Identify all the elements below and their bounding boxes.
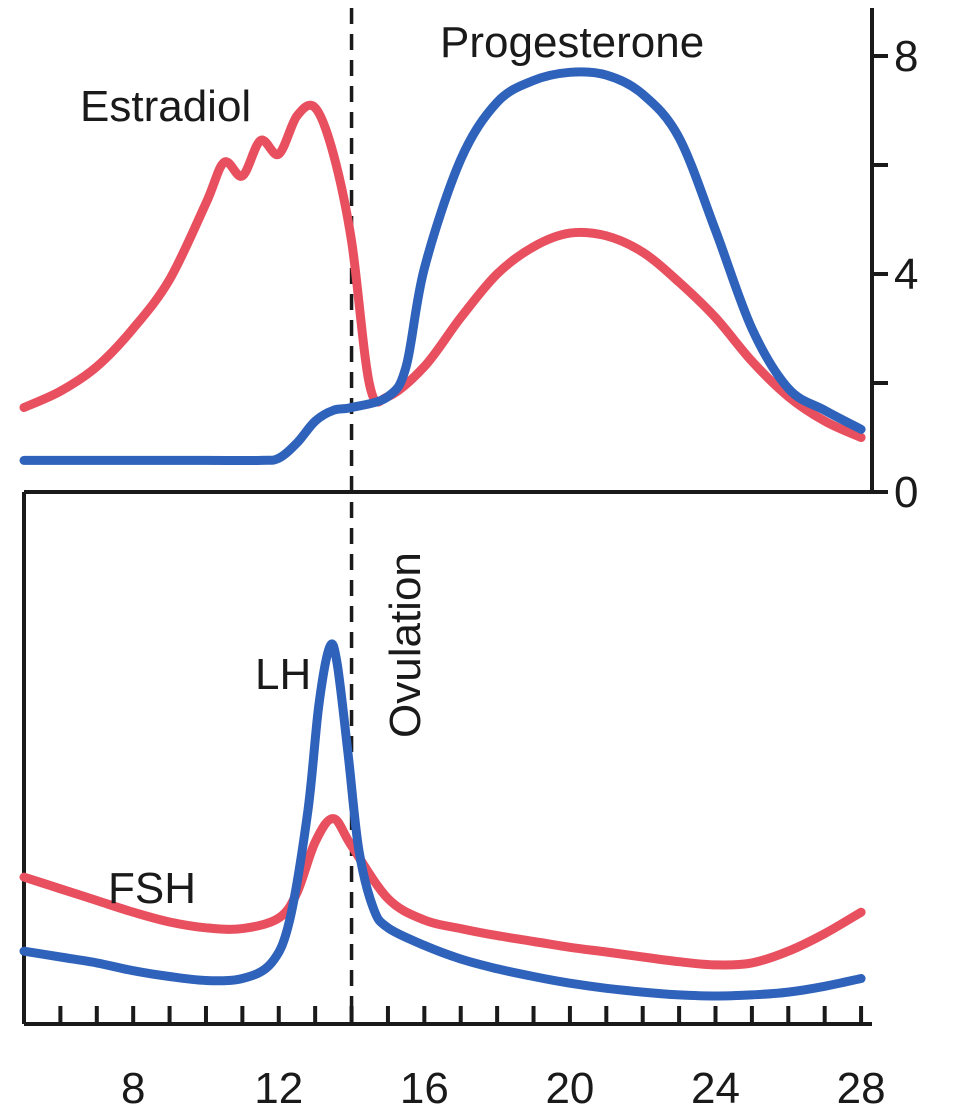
y-tick-label: 0 [894,468,918,517]
labels-layer: 0 4 8 8 12 16 20 24 28 Estradiol Progesterone FSH LH… [80,18,918,1113]
fsh-curve [19,814,866,970]
y-tick-label: 8 [894,32,918,81]
x-tick-label: 20 [545,1064,594,1113]
fsh-label: FSH [108,864,196,913]
progesterone-label: Progesterone [440,18,704,67]
y-tick-label: 4 [894,250,918,299]
x-tick-label: 16 [400,1064,449,1113]
lh-label: LH [255,650,311,699]
estradiol-label: Estradiol [80,82,251,131]
progesterone-curve [19,67,866,466]
ovulation-label: Ovulation [381,552,430,738]
lh-curve [19,639,866,1001]
x-tick-label: 8 [121,1064,145,1113]
curves-layer [19,67,866,1001]
estradiol-curve [19,100,866,442]
x-tick-label: 24 [691,1064,740,1113]
axes-layer [22,8,888,1026]
x-tick-label: 12 [254,1064,303,1113]
x-tick-label: 28 [837,1064,886,1113]
